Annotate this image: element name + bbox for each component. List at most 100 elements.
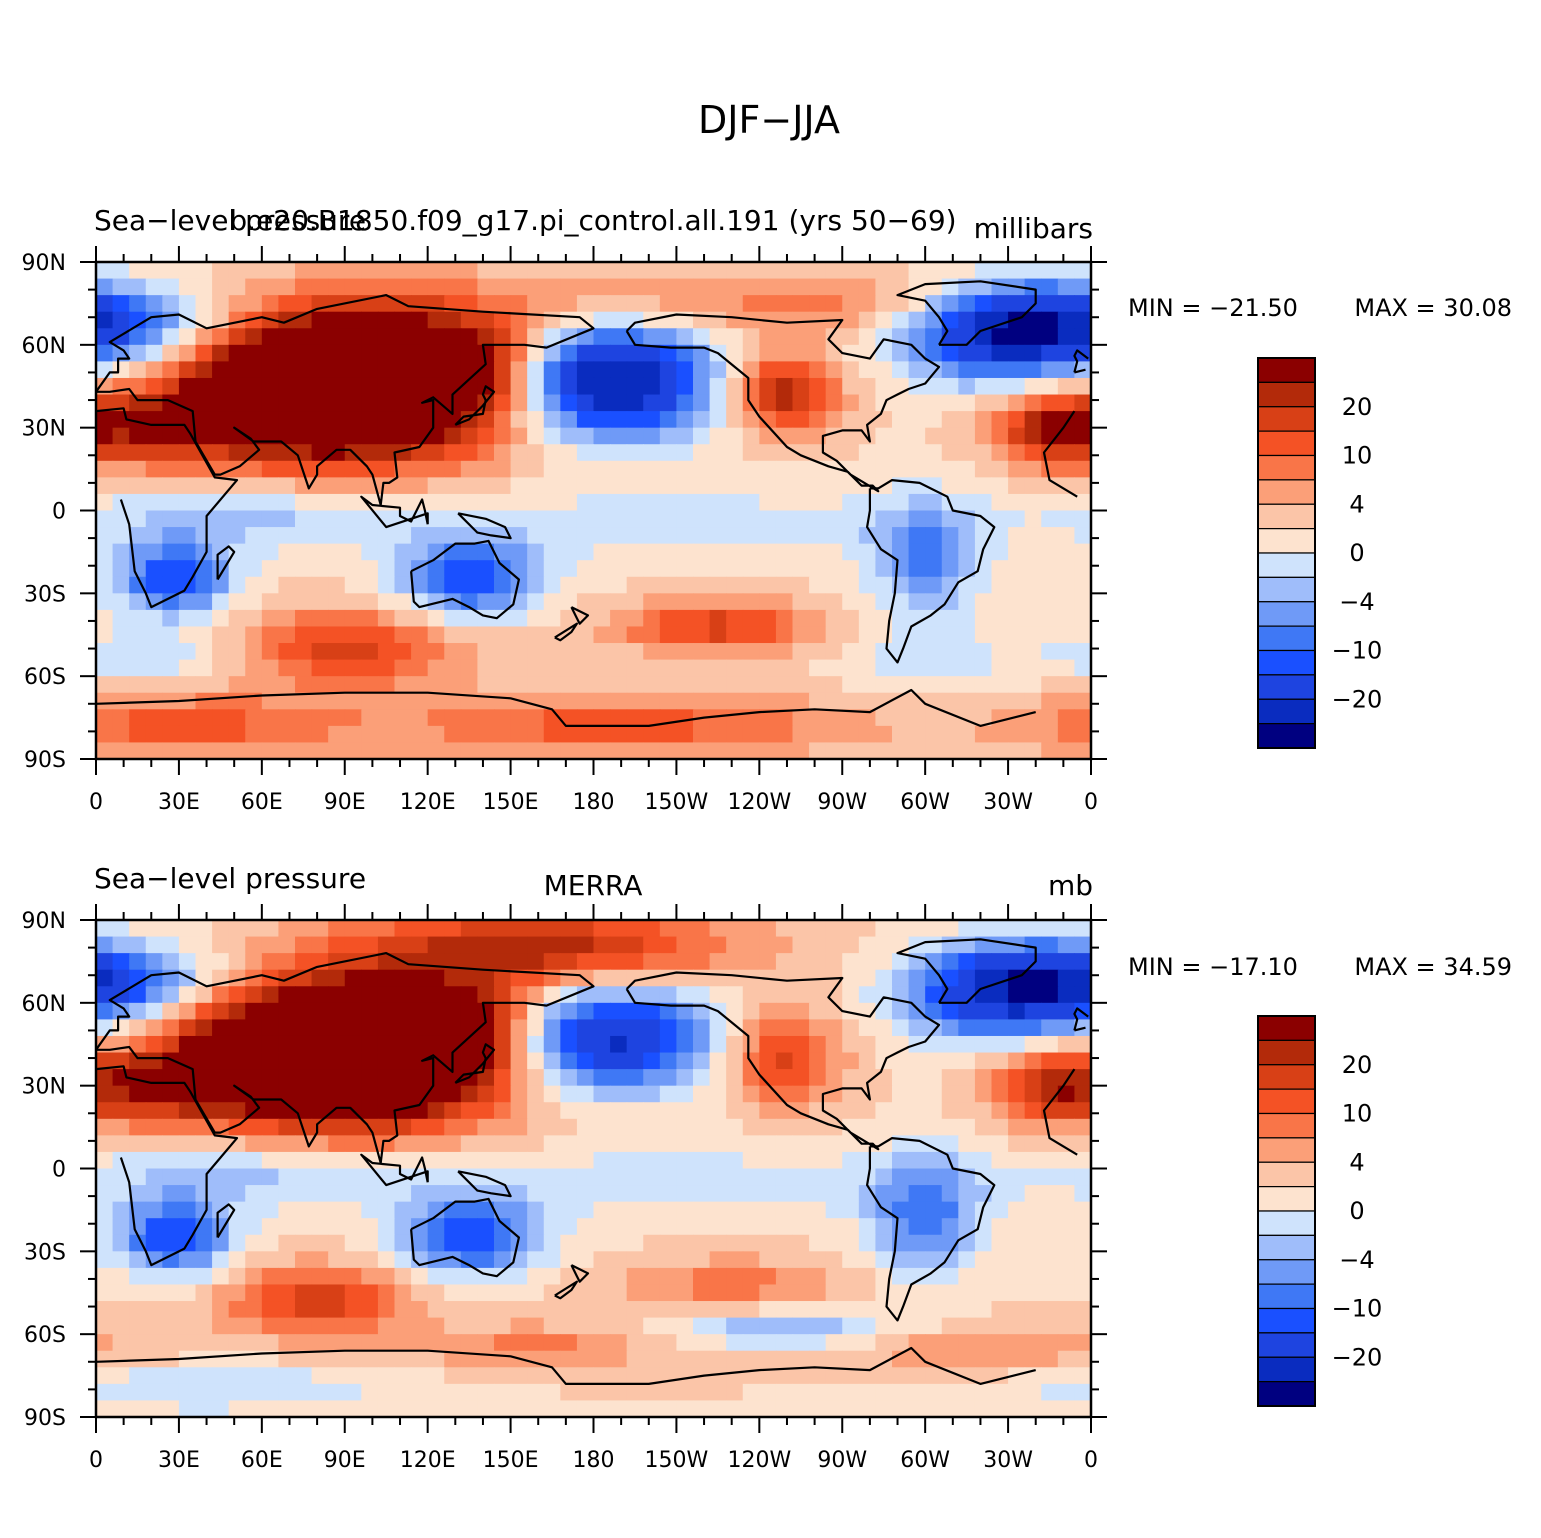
contour-cell [676, 1350, 694, 1368]
contour-cell [626, 1334, 644, 1352]
contour-cell [295, 725, 313, 744]
contour-cell [892, 543, 910, 561]
contour-cell [892, 1334, 910, 1352]
contour-cell [145, 1019, 163, 1037]
contour-cell [560, 1069, 578, 1087]
contour-cell [394, 576, 412, 594]
contour-cell [1008, 460, 1026, 478]
contour-cell [394, 742, 412, 759]
contour-cell [875, 444, 893, 462]
contour-cell [195, 262, 213, 280]
contour-cell [610, 986, 628, 1004]
contour-cell [377, 295, 396, 313]
contour-cell [112, 1317, 130, 1335]
contour-cell [626, 262, 644, 280]
contour-cell [394, 1085, 412, 1103]
contour-cell [792, 493, 810, 512]
contour-cell [129, 953, 147, 971]
contour-cell [212, 742, 230, 759]
colorbar-tick-label: 20 [1342, 1051, 1373, 1079]
contour-cell [825, 626, 843, 644]
contour-cell [96, 953, 114, 971]
contour-cell [411, 742, 429, 759]
contour-cell [858, 1267, 877, 1286]
contour-cell [1041, 626, 1059, 644]
contour-cell [1024, 936, 1042, 954]
contour-cell [145, 1002, 163, 1020]
contour-cell [858, 1035, 877, 1054]
contour-cell [96, 460, 114, 478]
lat-tick-label: 30N [22, 1075, 66, 1100]
contour-cell [659, 953, 678, 971]
contour-cell [1008, 477, 1026, 495]
contour-cell [460, 1301, 479, 1319]
contour-cell [543, 725, 561, 744]
contour-cell [560, 742, 578, 759]
contour-cell [842, 427, 860, 445]
contour-cell [842, 344, 860, 362]
contour-cell [576, 1002, 595, 1020]
contour-cell [842, 1267, 860, 1286]
contour-cell [626, 444, 644, 462]
contour-cell [576, 1383, 595, 1402]
contour-cell [1074, 692, 1091, 710]
contour-cell [1024, 1267, 1042, 1286]
contour-cell [560, 1234, 578, 1252]
contour-cell [178, 1267, 197, 1286]
contour-cell [328, 1301, 346, 1319]
contour-cell [709, 1218, 727, 1236]
contour-cell [1057, 1118, 1076, 1136]
contour-cell [145, 444, 163, 462]
contour-cell [411, 920, 429, 938]
contour-cell [129, 1234, 147, 1252]
contour-cell [576, 725, 595, 744]
contour-cell [908, 411, 926, 429]
contour-cell [494, 1218, 512, 1236]
contour-cell [411, 394, 429, 412]
contour-cell [112, 278, 130, 296]
contour-cell [311, 328, 329, 346]
contour-cell [908, 560, 926, 578]
contour-cell [709, 361, 727, 379]
contour-cell [344, 1118, 362, 1136]
contour-cell [593, 1400, 611, 1417]
contour-cell [809, 394, 827, 412]
contour-cell [742, 278, 760, 296]
contour-cell [610, 1135, 628, 1153]
contour-cell [411, 1035, 429, 1054]
contour-cell [991, 1168, 1009, 1186]
contour-cell [709, 444, 727, 462]
contour-cell [295, 560, 313, 578]
contour-cell [1008, 920, 1026, 938]
contour-cell [709, 1350, 727, 1368]
contour-cell [178, 543, 197, 561]
contour-cell [129, 920, 147, 938]
contour-cell [610, 576, 628, 594]
contour-cell [1024, 742, 1042, 759]
contour-cell [825, 1317, 843, 1335]
contour-cell [394, 609, 412, 628]
contour-cell [295, 1350, 313, 1368]
contour-cell [212, 1284, 230, 1302]
contour-cell [311, 692, 329, 710]
contour-cell [361, 969, 379, 987]
contour-cell [311, 1251, 329, 1269]
contour-cell [212, 1350, 230, 1368]
contour-cell [178, 986, 197, 1004]
contour-cell [941, 278, 959, 296]
contour-cell [775, 394, 794, 412]
contour-cell [576, 510, 595, 528]
contour-cell [162, 709, 180, 727]
contour-cell [792, 626, 810, 644]
contour-cell [643, 1069, 661, 1087]
contour-cell [925, 986, 943, 1004]
contour-cell [112, 543, 130, 561]
contour-cell [593, 659, 611, 677]
contour-cell [842, 311, 860, 329]
contour-cell [593, 1052, 611, 1070]
contour-cell [1074, 709, 1091, 727]
contour-cell [278, 920, 296, 938]
contour-cell [278, 411, 296, 429]
contour-cell [775, 1002, 794, 1020]
contour-cell [1041, 344, 1059, 362]
